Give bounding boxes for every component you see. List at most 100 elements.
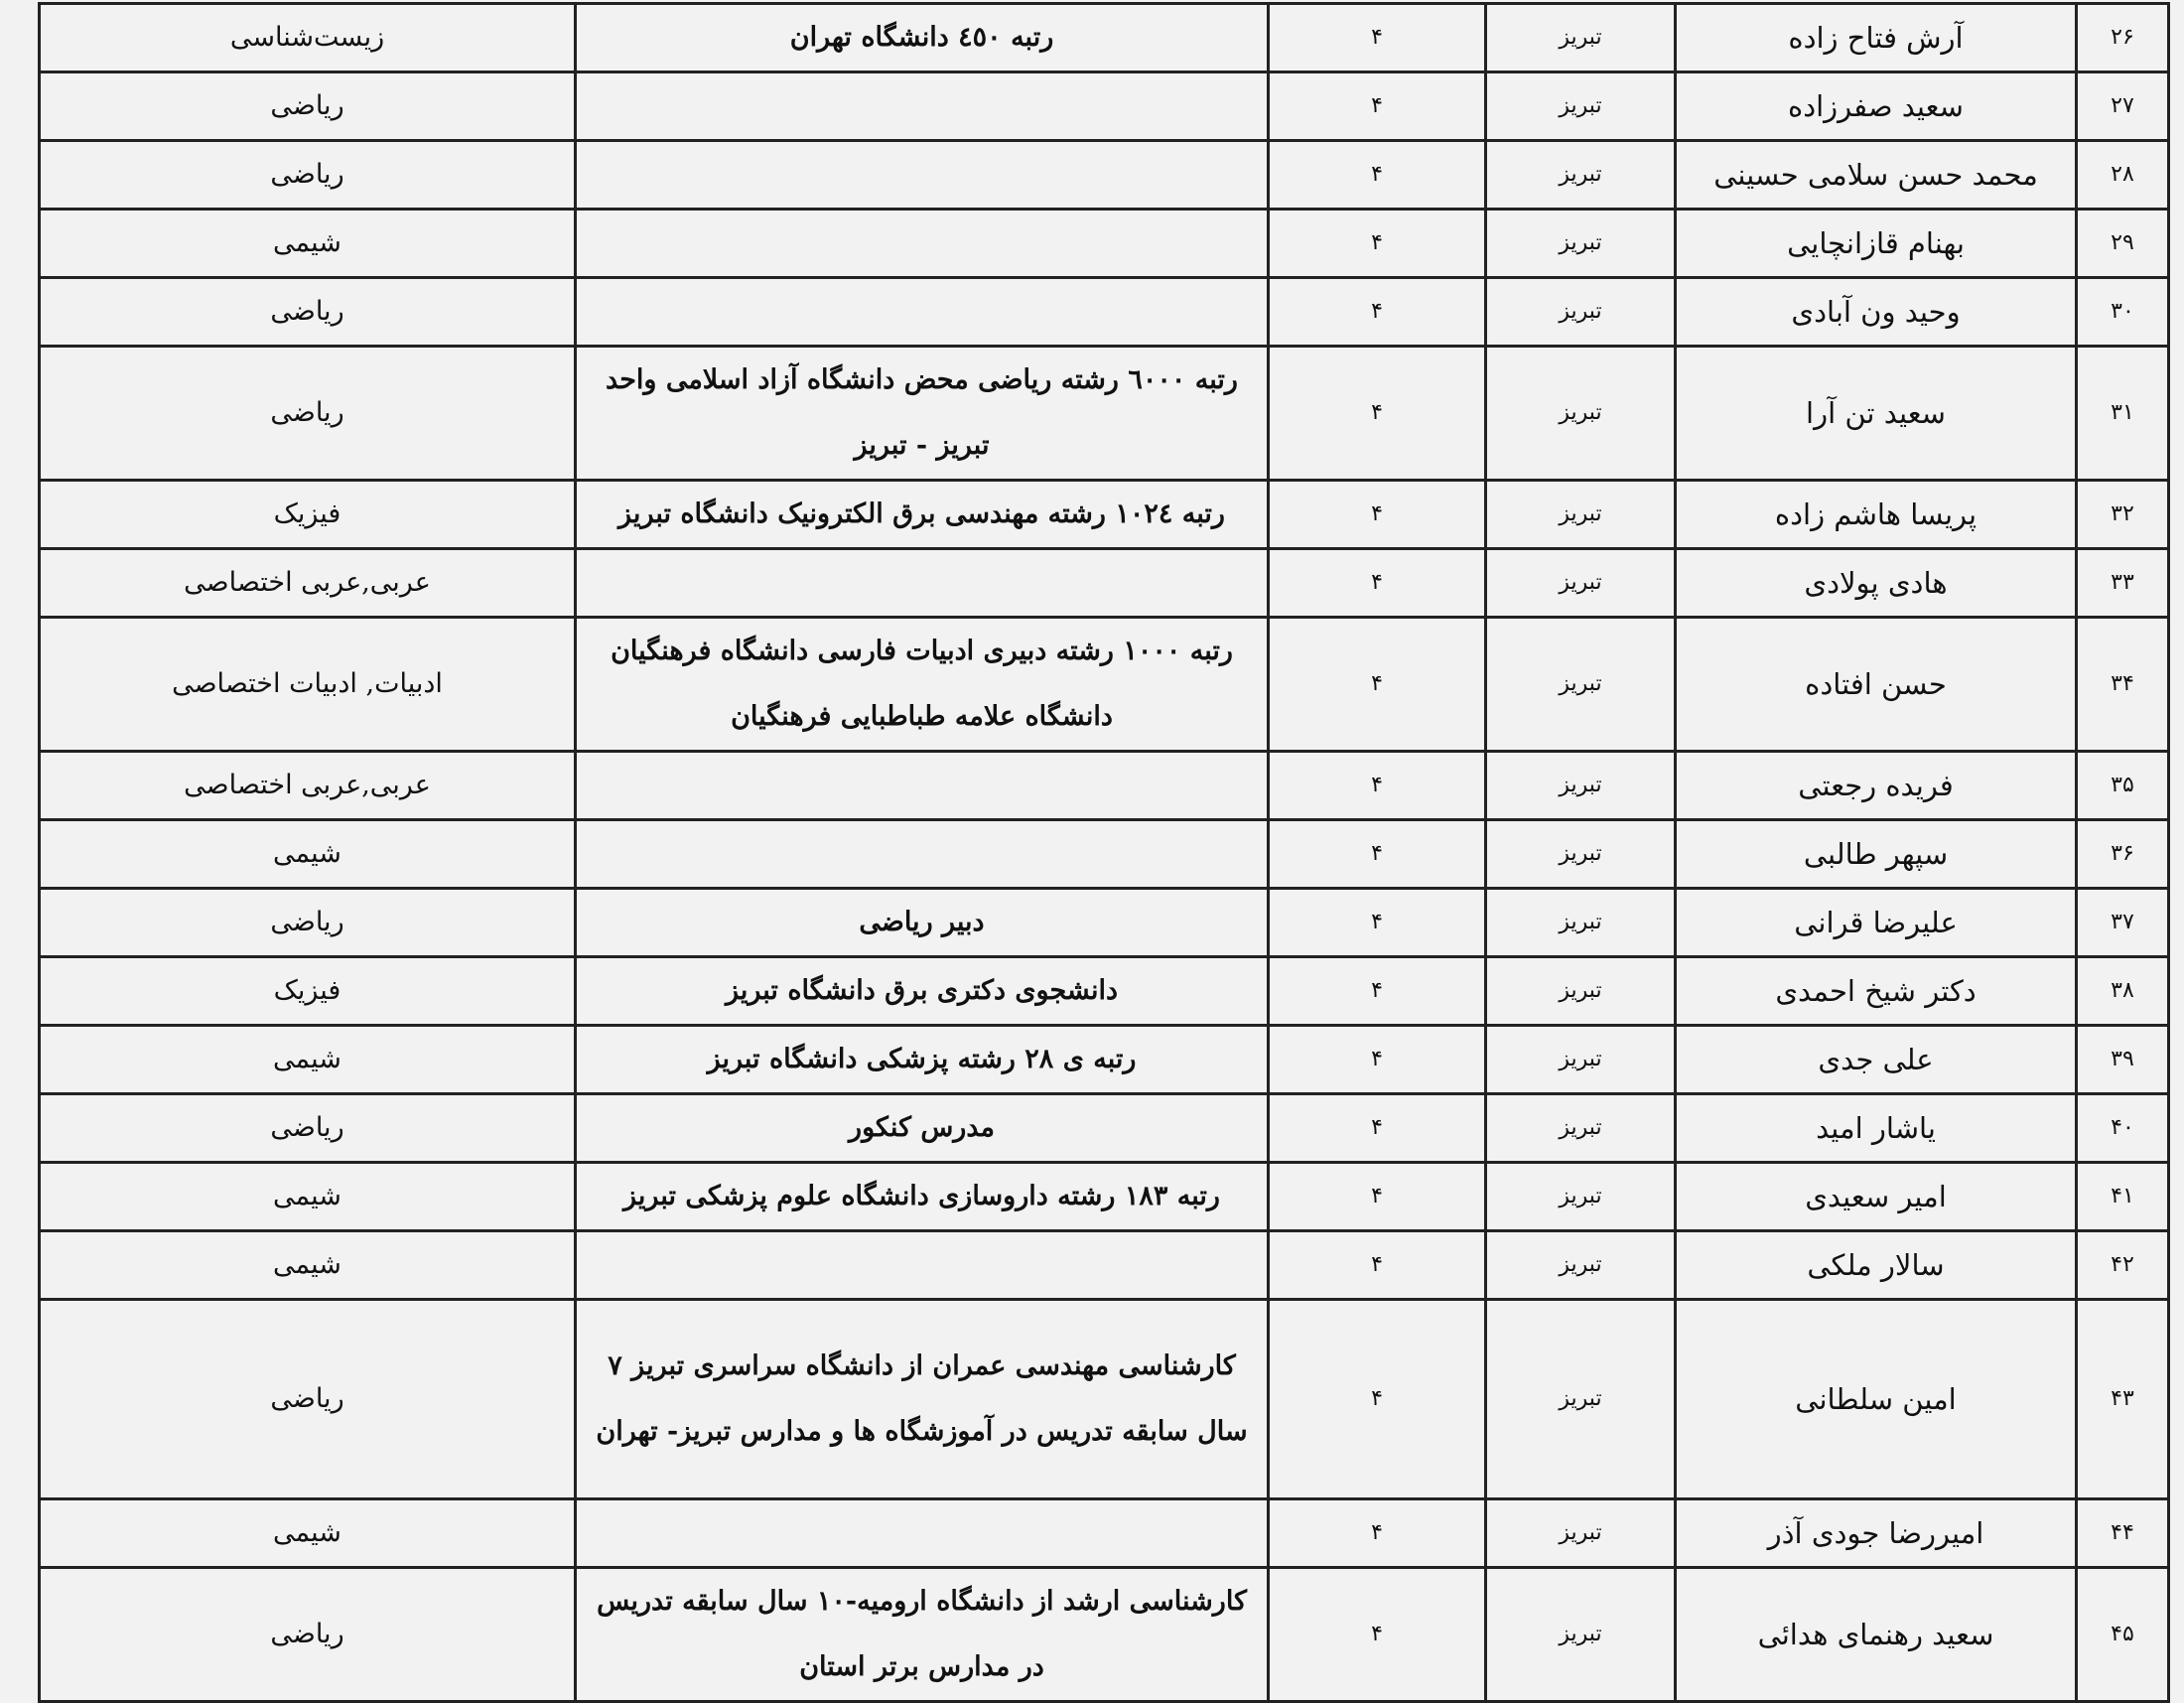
teacher-name-cell: آرش فتاح زاده [1674, 2, 2078, 73]
table-row: ۳۳ هادی پولادی تبریز ۴ عربی,عربی اختصاصی [38, 547, 2170, 619]
teacher-name-cell: هادی پولادی [1674, 547, 2078, 619]
row-number-cell: ۳۹ [2075, 1024, 2170, 1095]
description-cell: رتبه ی ۲۸ رشته پزشکی دانشگاه تبریز [574, 1024, 1270, 1095]
row-number-cell: ۴۲ [2075, 1229, 2170, 1301]
table-body: ۲۶ آرش فتاح زاده تبریز ۴ رتبه ٤٥٠ دانشگاه ته… [38, 2, 2170, 1703]
table-row: ۴۲ سالار ملکی تبریز ۴ شیمی [38, 1229, 2170, 1301]
table-row: ۲۶ آرش فتاح زاده تبریز ۴ رتبه ٤٥٠ دانشگاه ته… [38, 2, 2170, 73]
description-cell [574, 208, 1270, 279]
teacher-name-cell: امیررضا جودی آذر [1674, 1497, 2078, 1569]
count-cell: ۴ [1267, 345, 1487, 482]
description-cell [574, 139, 1270, 211]
table-row: ۲۹ بهنام قازانچایی تبریز ۴ شیمی [38, 208, 2170, 279]
teacher-name-cell: سپهر طالبی [1674, 818, 2078, 890]
row-number-cell: ۴۳ [2075, 1298, 2170, 1500]
subject-cell: شیمی [38, 1229, 577, 1301]
subject-cell: ریاضی [38, 276, 577, 348]
count-cell: ۴ [1267, 955, 1487, 1027]
row-number-cell: ۴۴ [2075, 1497, 2170, 1569]
count-cell: ۴ [1267, 1566, 1487, 1703]
count-cell: ۴ [1267, 1229, 1487, 1301]
subject-cell: زیست‌شناسی [38, 2, 577, 73]
description-cell: دبیر ریاضی [574, 887, 1270, 958]
description-cell: دانشجوی دکتری برق دانشگاه تبریز [574, 955, 1270, 1027]
table-row: ۴۱ امیر سعیدی تبریز ۴ رتبه ۱۸۳ رشته داروسازی… [38, 1161, 2170, 1232]
subject-cell: شیمی [38, 208, 577, 279]
description-cell [574, 71, 1270, 142]
subject-cell: عربی,عربی اختصاصی [38, 750, 577, 821]
city-cell: تبریز [1484, 276, 1677, 348]
count-cell: ۴ [1267, 1024, 1487, 1095]
row-number-cell: ۳۱ [2075, 345, 2170, 482]
row-number-cell: ۳۵ [2075, 750, 2170, 821]
table-row: ۳۴ حسن افتاده تبریز ۴ رتبه ١٠٠٠ رشته دبیری ا… [38, 616, 2170, 753]
description-cell [574, 1497, 1270, 1569]
table-row: ۲۷ سعید صفرزاده تبریز ۴ ریاضی [38, 71, 2170, 142]
teacher-name-cell: سعید رهنمای هدائی [1674, 1566, 2078, 1703]
teacher-name-cell: فریده رجعتی [1674, 750, 2078, 821]
city-cell: تبریز [1484, 208, 1677, 279]
count-cell: ۴ [1267, 547, 1487, 619]
city-cell: تبریز [1484, 479, 1677, 550]
teachers-table: ۲۶ آرش فتاح زاده تبریز ۴ رتبه ٤٥٠ دانشگاه ته… [38, 2, 2170, 1703]
city-cell: تبریز [1484, 2, 1677, 73]
count-cell: ۴ [1267, 1092, 1487, 1164]
description-cell [574, 818, 1270, 890]
row-number-cell: ۳۷ [2075, 887, 2170, 958]
row-number-cell: ۲۷ [2075, 71, 2170, 142]
table-row: ۴۰ یاشار امید تبریز ۴ مدرس کنکور ریاضی [38, 1092, 2170, 1164]
count-cell: ۴ [1267, 2, 1487, 73]
subject-cell: شیمی [38, 818, 577, 890]
description-cell: رتبه ١٠٠٠ رشته دبیری ادبیات فارسی دانشگا… [574, 616, 1270, 753]
row-number-cell: ۲۹ [2075, 208, 2170, 279]
description-cell [574, 750, 1270, 821]
table-row: ۳۲ پریسا هاشم زاده تبریز ۴ رتبه ١٠٢٤ رشته مه… [38, 479, 2170, 550]
subject-cell: شیمی [38, 1024, 577, 1095]
count-cell: ۴ [1267, 276, 1487, 348]
description-cell [574, 1229, 1270, 1301]
city-cell: تبریز [1484, 1161, 1677, 1232]
count-cell: ۴ [1267, 71, 1487, 142]
count-cell: ۴ [1267, 887, 1487, 958]
table-row: ۴۳ امین سلطانی تبریز ۴ کارشناسی مهندسی عمران… [38, 1298, 2170, 1500]
teacher-name-cell: سعید صفرزاده [1674, 71, 2078, 142]
subject-cell: ریاضی [38, 1092, 577, 1164]
city-cell: تبریز [1484, 345, 1677, 482]
row-number-cell: ۴۰ [2075, 1092, 2170, 1164]
subject-cell: ریاضی [38, 345, 577, 482]
subject-cell: ریاضی [38, 887, 577, 958]
table-row: ۴۵ سعید رهنمای هدائی تبریز ۴ کارشناسی ارشد ا… [38, 1566, 2170, 1703]
row-number-cell: ۳۸ [2075, 955, 2170, 1027]
subject-cell: ریاضی [38, 1298, 577, 1500]
table-row: ۳۰ وحید ون آبادی تبریز ۴ ریاضی [38, 276, 2170, 348]
count-cell: ۴ [1267, 139, 1487, 211]
city-cell: تبریز [1484, 1298, 1677, 1500]
description-cell: کارشناسی ارشد از دانشگاه ارومیه-۱۰ سال س… [574, 1566, 1270, 1703]
teacher-name-cell: امین سلطانی [1674, 1298, 2078, 1500]
city-cell: تبریز [1484, 1497, 1677, 1569]
description-cell: مدرس کنکور [574, 1092, 1270, 1164]
row-number-cell: ۳۳ [2075, 547, 2170, 619]
subject-cell: ریاضی [38, 71, 577, 142]
city-cell: تبریز [1484, 818, 1677, 890]
count-cell: ۴ [1267, 1161, 1487, 1232]
city-cell: تبریز [1484, 71, 1677, 142]
description-cell: رتبه ٦٠٠٠ رشته ریاضی محض دانشگاه آزاد اس… [574, 345, 1270, 482]
table-row: ۴۴ امیررضا جودی آذر تبریز ۴ شیمی [38, 1497, 2170, 1569]
row-number-cell: ۳۲ [2075, 479, 2170, 550]
teacher-name-cell: بهنام قازانچایی [1674, 208, 2078, 279]
count-cell: ۴ [1267, 818, 1487, 890]
count-cell: ۴ [1267, 616, 1487, 753]
description-cell: کارشناسی مهندسی عمران از دانشگاه سراسری … [574, 1298, 1270, 1500]
table-row: ۳۷ علیرضا قرانی تبریز ۴ دبیر ریاضی ریاضی [38, 887, 2170, 958]
city-cell: تبریز [1484, 139, 1677, 211]
teacher-name-cell: وحید ون آبادی [1674, 276, 2078, 348]
subject-cell: عربی,عربی اختصاصی [38, 547, 577, 619]
subject-cell: شیمی [38, 1497, 577, 1569]
row-number-cell: ۴۱ [2075, 1161, 2170, 1232]
count-cell: ۴ [1267, 479, 1487, 550]
description-cell [574, 547, 1270, 619]
table-row: ۳۶ سپهر طالبی تبریز ۴ شیمی [38, 818, 2170, 890]
teacher-name-cell: حسن افتاده [1674, 616, 2078, 753]
city-cell: تبریز [1484, 547, 1677, 619]
